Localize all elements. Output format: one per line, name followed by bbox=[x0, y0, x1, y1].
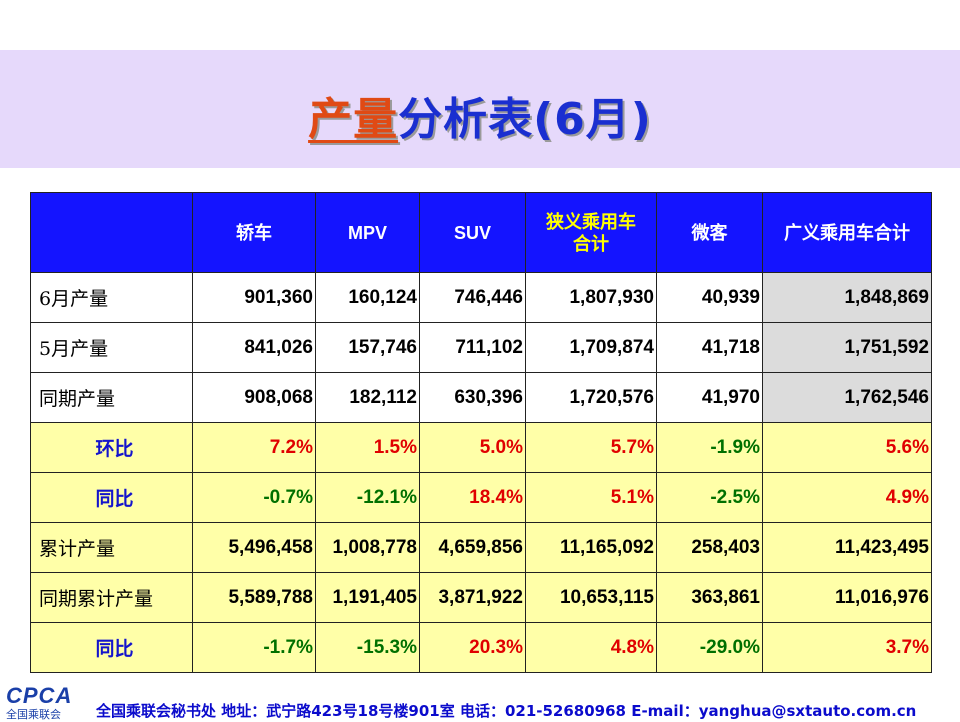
footer-contact: 全国乘联会秘书处 地址：武宁路423号18号楼901室 电话：021-52680… bbox=[96, 702, 917, 720]
row-label: 6月产量 bbox=[30, 272, 193, 323]
table-cell: -12.1% bbox=[315, 472, 420, 523]
table-cell: 711,102 bbox=[419, 322, 526, 373]
title-accent: 产量 bbox=[308, 94, 399, 145]
table-row: 环比 7.2% 1.5% 5.0% 5.7% -1.9% 5.6% bbox=[30, 422, 932, 473]
table-row: 同期产量 908,068 182,112 630,396 1,720,576 41,970… bbox=[30, 372, 932, 423]
table-cell: -2.5% bbox=[656, 472, 763, 523]
table-row: 同比 -1.7% -15.3% 20.3% 4.8% -29.0% 3.7% bbox=[30, 622, 932, 673]
table-cell: 5,496,458 bbox=[192, 522, 316, 573]
table-cell: 20.3% bbox=[419, 622, 526, 673]
table-row: 5月产量 841,026 157,746 711,102 1,709,874 41,718… bbox=[30, 322, 932, 373]
cpca-logo: CPCA 全国乘联会 bbox=[6, 683, 82, 721]
row-label: 同比 bbox=[30, 622, 193, 673]
table-header-row: 轿车 MPV SUV 狭义乘用车 合计 微客 广义乘用车合计 bbox=[30, 192, 932, 273]
header-cell-blank bbox=[30, 192, 193, 273]
table-cell: 841,026 bbox=[192, 322, 316, 373]
table-cell: -1.9% bbox=[656, 422, 763, 473]
table-cell: 1,762,546 bbox=[762, 372, 932, 423]
table-row: 6月产量 901,360 160,124 746,446 1,807,930 40,939… bbox=[30, 272, 932, 323]
title-band bbox=[0, 50, 960, 168]
table-cell: 5.6% bbox=[762, 422, 932, 473]
row-label: 同期累计产量 bbox=[30, 572, 193, 623]
title-rest: 分析表(6月) bbox=[398, 94, 652, 145]
header-cell-broad-total: 广义乘用车合计 bbox=[762, 192, 932, 273]
table-cell: 5.1% bbox=[525, 472, 657, 523]
table-cell: 11,165,092 bbox=[525, 522, 657, 573]
table-cell: 3.7% bbox=[762, 622, 932, 673]
production-table: 轿车 MPV SUV 狭义乘用车 合计 微客 广义乘用车合计 6月产量 901,3… bbox=[30, 192, 932, 673]
table-cell: 157,746 bbox=[315, 322, 420, 373]
table-cell: -1.7% bbox=[192, 622, 316, 673]
table-cell: 11,016,976 bbox=[762, 572, 932, 623]
header-cell-narrow-total: 狭义乘用车 合计 bbox=[525, 192, 657, 273]
table-cell: -29.0% bbox=[656, 622, 763, 673]
table-cell: 1,709,874 bbox=[525, 322, 657, 373]
table-cell: 3,871,922 bbox=[419, 572, 526, 623]
table-cell: 41,970 bbox=[656, 372, 763, 423]
table-cell: 630,396 bbox=[419, 372, 526, 423]
table-cell: 1,191,405 bbox=[315, 572, 420, 623]
table-cell: 4.9% bbox=[762, 472, 932, 523]
table-cell: 7.2% bbox=[192, 422, 316, 473]
row-label: 5月产量 bbox=[30, 322, 193, 373]
header-cell-suv: SUV bbox=[419, 192, 526, 273]
table-cell: 1,720,576 bbox=[525, 372, 657, 423]
header-cell-sedan: 轿车 bbox=[192, 192, 316, 273]
table-cell: 258,403 bbox=[656, 522, 763, 573]
table-cell: 5,589,788 bbox=[192, 572, 316, 623]
page-title: 产量分析表(6月) bbox=[0, 83, 960, 147]
row-label: 累计产量 bbox=[30, 522, 193, 573]
logo-subtext: 全国乘联会 bbox=[6, 708, 61, 721]
header-cell-minivan: 微客 bbox=[656, 192, 763, 273]
table-cell: 5.7% bbox=[525, 422, 657, 473]
table-row: 同比 -0.7% -12.1% 18.4% 5.1% -2.5% 4.9% bbox=[30, 472, 932, 523]
table-cell: 1,848,869 bbox=[762, 272, 932, 323]
table-row: 累计产量 5,496,458 1,008,778 4,659,856 11,165,09… bbox=[30, 522, 932, 573]
header-cell-mpv: MPV bbox=[315, 192, 420, 273]
table-cell: 41,718 bbox=[656, 322, 763, 373]
table-row: 同期累计产量 5,589,788 1,191,405 3,871,922 10,653,… bbox=[30, 572, 932, 623]
table-cell: 1,807,930 bbox=[525, 272, 657, 323]
table-cell: 18.4% bbox=[419, 472, 526, 523]
table-cell: 1,008,778 bbox=[315, 522, 420, 573]
table-cell: 4.8% bbox=[525, 622, 657, 673]
table-cell: 10,653,115 bbox=[525, 572, 657, 623]
table-cell: 746,446 bbox=[419, 272, 526, 323]
row-label: 环比 bbox=[30, 422, 193, 473]
table-cell: 908,068 bbox=[192, 372, 316, 423]
table-cell: 1.5% bbox=[315, 422, 420, 473]
table-cell: 1,751,592 bbox=[762, 322, 932, 373]
logo-text: CPCA bbox=[6, 683, 73, 708]
table-cell: 363,861 bbox=[656, 572, 763, 623]
row-label: 同期产量 bbox=[30, 372, 193, 423]
table-cell: 11,423,495 bbox=[762, 522, 932, 573]
table-cell: 901,360 bbox=[192, 272, 316, 323]
table-cell: -0.7% bbox=[192, 472, 316, 523]
table-cell: -15.3% bbox=[315, 622, 420, 673]
table-cell: 160,124 bbox=[315, 272, 420, 323]
table-cell: 5.0% bbox=[419, 422, 526, 473]
row-label: 同比 bbox=[30, 472, 193, 523]
table-cell: 182,112 bbox=[315, 372, 420, 423]
table-cell: 40,939 bbox=[656, 272, 763, 323]
table-cell: 4,659,856 bbox=[419, 522, 526, 573]
